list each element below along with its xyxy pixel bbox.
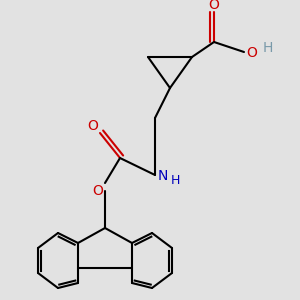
Text: H: H — [263, 41, 273, 55]
Text: O: O — [88, 119, 98, 133]
Text: H: H — [170, 173, 180, 187]
Text: O: O — [208, 0, 219, 12]
Text: N: N — [158, 169, 168, 183]
Text: O: O — [247, 46, 257, 60]
Text: O: O — [93, 184, 104, 198]
